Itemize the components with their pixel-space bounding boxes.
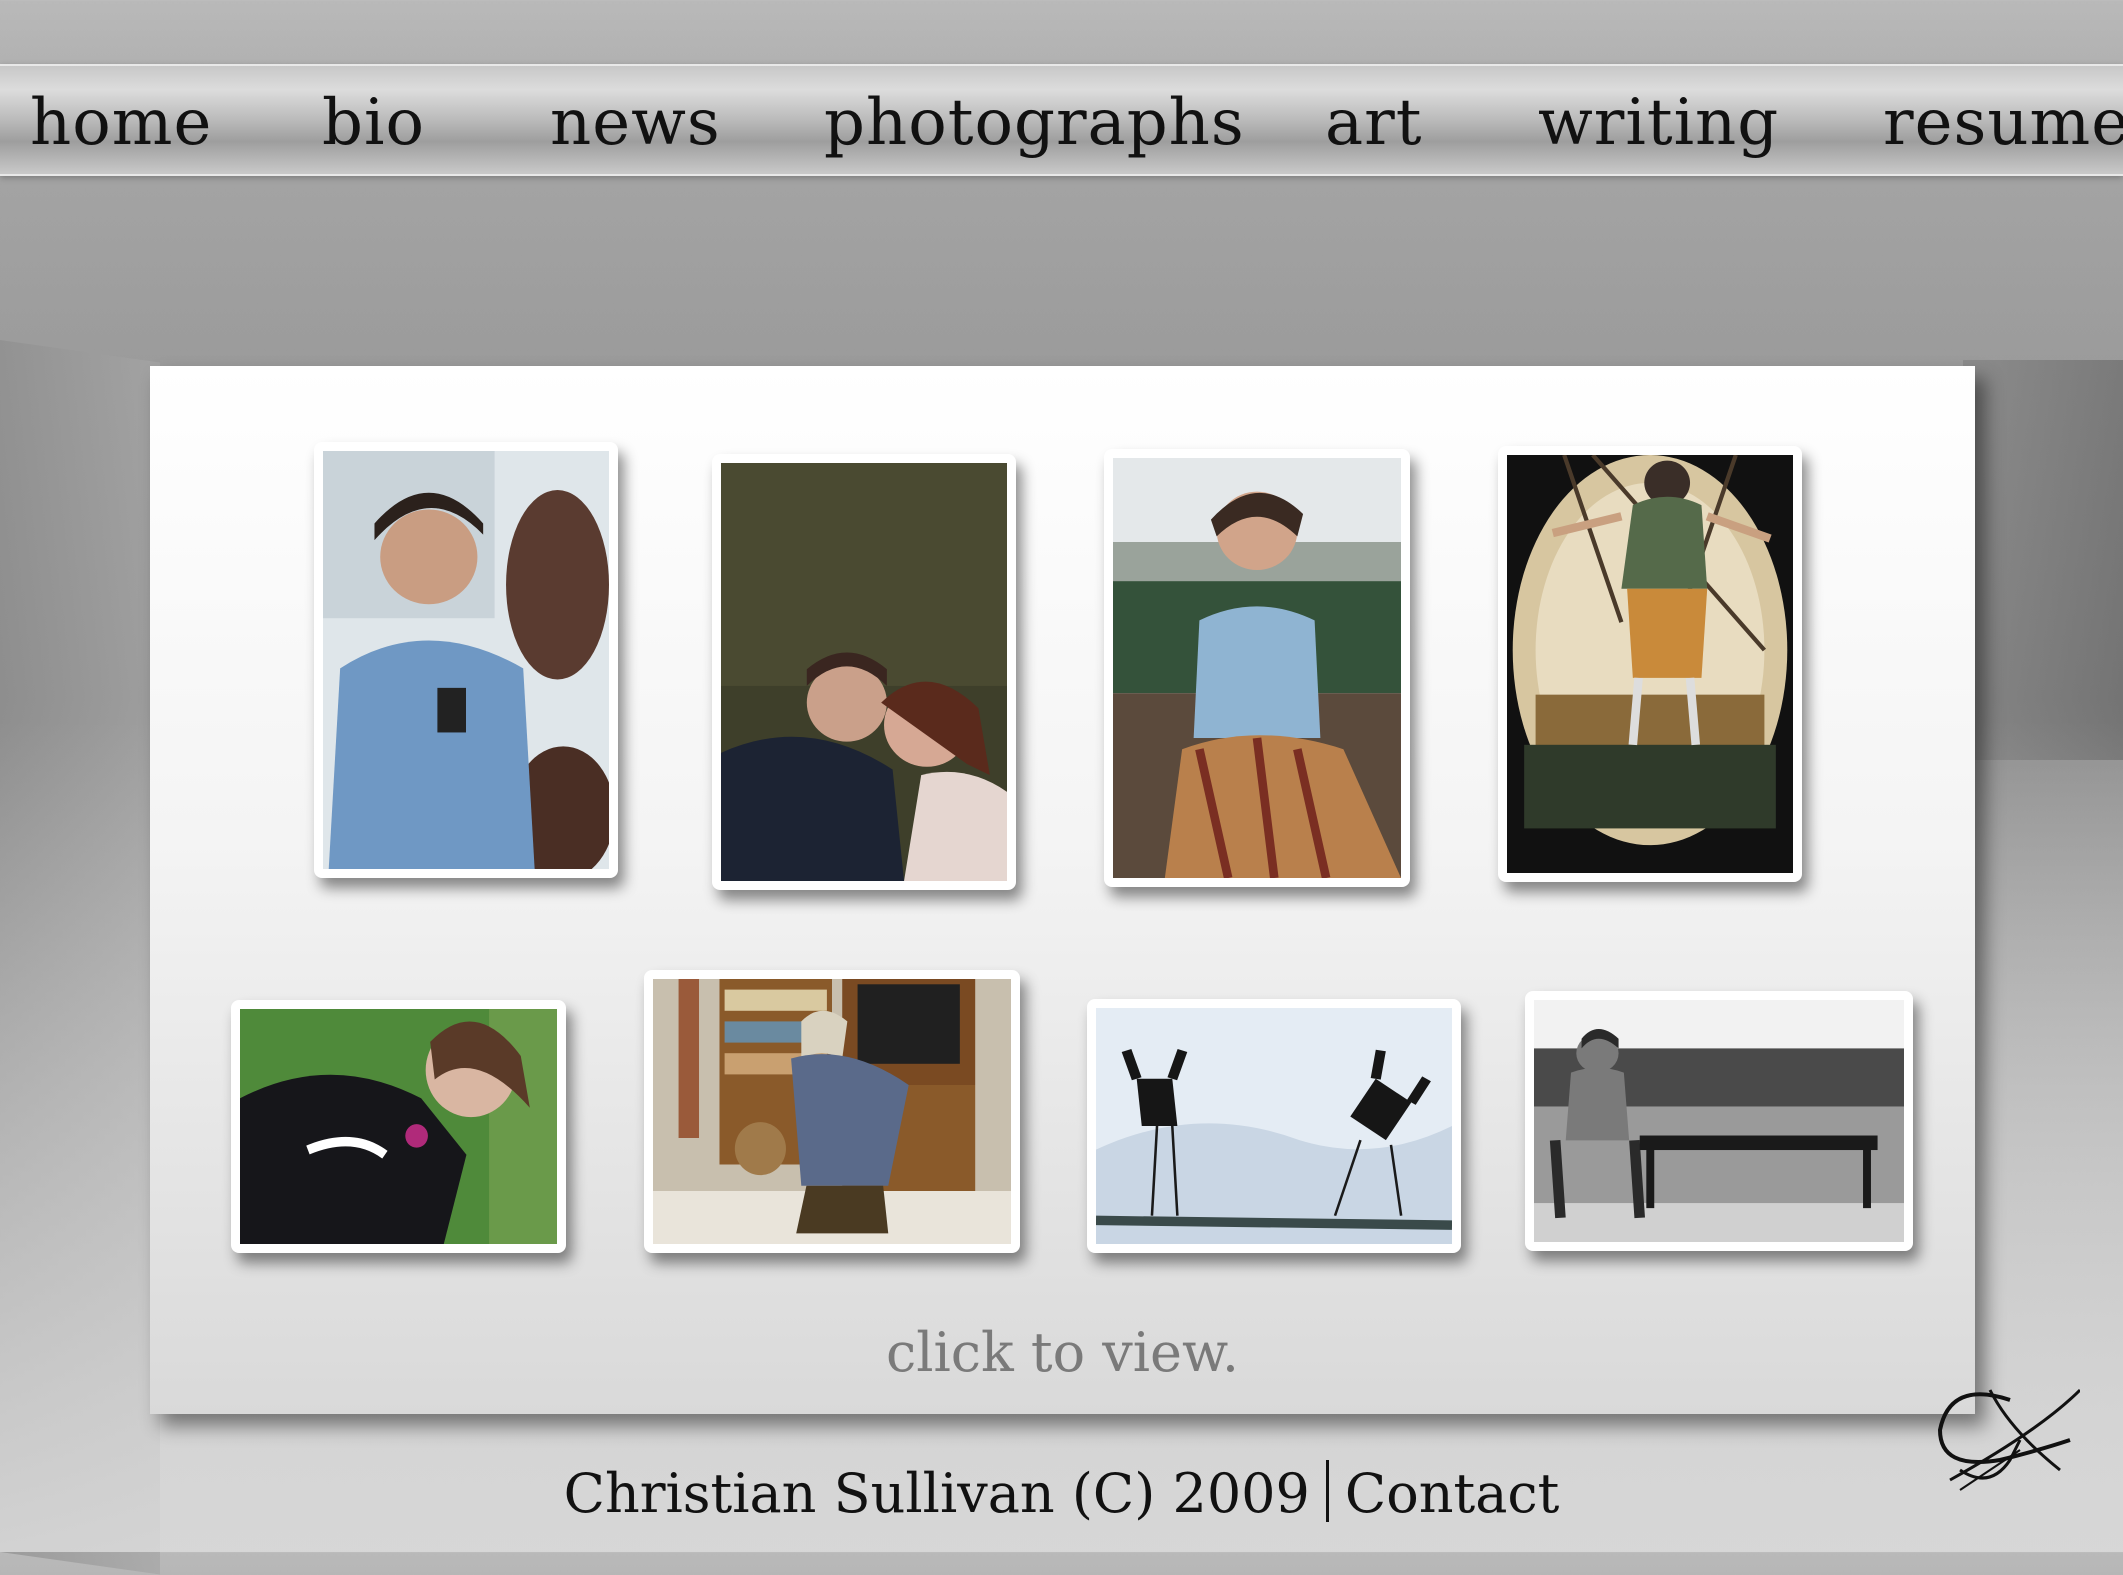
- nav-home[interactable]: home: [30, 86, 213, 160]
- gallery-caption: click to view.: [885, 1321, 1239, 1384]
- photo-image: [653, 979, 1011, 1244]
- gallery-thumbnail[interactable]: [1525, 991, 1913, 1251]
- nav-writing[interactable]: writing: [1538, 86, 1780, 160]
- photo-image: [1507, 455, 1793, 873]
- gallery-thumbnail[interactable]: [644, 970, 1020, 1253]
- signature-logo-icon: [1930, 1370, 2082, 1510]
- nav-bio[interactable]: bio: [322, 86, 425, 160]
- contact-link[interactable]: Contact: [1344, 1462, 1560, 1525]
- nav-news[interactable]: news: [550, 86, 721, 160]
- photo-image: [1534, 1000, 1904, 1242]
- background-wall-right: [1963, 360, 2123, 760]
- gallery-thumbnail[interactable]: [712, 454, 1016, 890]
- photo-image: [240, 1009, 557, 1244]
- gallery-thumbnail[interactable]: [314, 442, 618, 878]
- copyright-text: Christian Sullivan (C) 2009: [563, 1462, 1310, 1525]
- photo-image: [1113, 458, 1401, 878]
- gallery-thumbnail[interactable]: [1087, 999, 1461, 1253]
- nav-photographs[interactable]: photographs: [824, 86, 1245, 160]
- footer: Christian Sullivan (C) 2009 Contact: [0, 1460, 2123, 1525]
- footer-divider: [1325, 1460, 1329, 1522]
- photo-image: [721, 463, 1007, 881]
- gallery-thumbnail[interactable]: [1104, 449, 1410, 887]
- photo-image: [323, 451, 609, 869]
- photo-image: [1096, 1008, 1452, 1244]
- nav-resume[interactable]: resume: [1883, 86, 2123, 160]
- nav-art[interactable]: art: [1325, 86, 1423, 160]
- nav-bar: home bio news photographs art writing re…: [0, 64, 2123, 176]
- gallery-panel: click to view.: [150, 366, 1975, 1414]
- gallery-thumbnail[interactable]: [231, 1000, 566, 1253]
- gallery-thumbnail[interactable]: [1498, 446, 1802, 882]
